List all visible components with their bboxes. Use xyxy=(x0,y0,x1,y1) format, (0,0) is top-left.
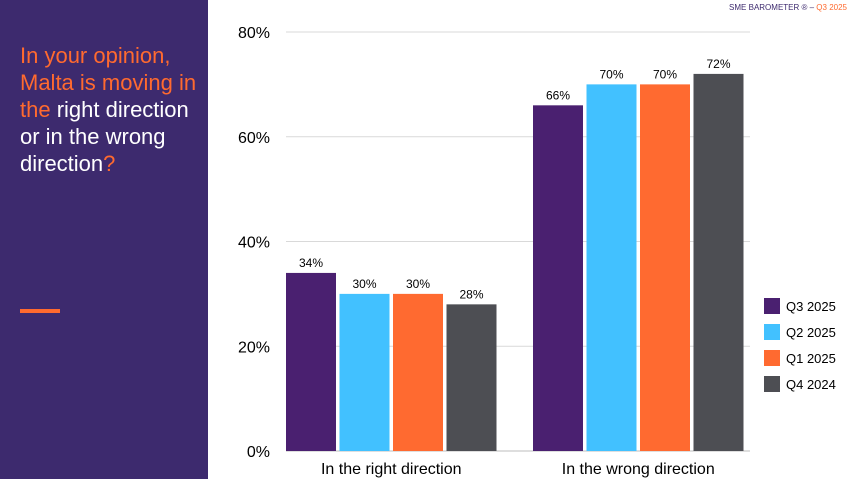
question-part-3: ? xyxy=(103,151,116,176)
legend-item: Q2 2025 xyxy=(764,324,836,340)
data-label: 70% xyxy=(599,67,623,81)
question-part-2: right direction or in the wrong directio… xyxy=(20,97,189,176)
data-label: 30% xyxy=(406,277,430,291)
question-text: In your opinion, Malta is moving in the … xyxy=(20,42,200,177)
legend-swatch xyxy=(764,298,780,314)
brand-label: SME BAROMETER ® – xyxy=(729,3,817,12)
brand-period: Q3 2025 xyxy=(816,3,847,12)
bar xyxy=(393,293,443,451)
data-label: 34% xyxy=(299,256,323,270)
y-tick-label: 0% xyxy=(247,444,270,461)
y-tick-label: 20% xyxy=(238,339,270,356)
question-part-1: In your opinion, Malta is moving in the xyxy=(20,43,197,122)
data-label: 30% xyxy=(352,277,376,291)
legend-item: Q4 2024 xyxy=(764,376,836,392)
bar xyxy=(286,272,336,451)
data-label: 28% xyxy=(459,287,483,301)
legend-label: Q3 2025 xyxy=(786,298,836,314)
x-category-label: In the wrong direction xyxy=(562,461,715,478)
legend-swatch xyxy=(764,324,780,340)
bar-chart: 0% 20% 40% 60% 80% 34% 30% 30% 28% In the right d… xyxy=(238,25,750,478)
bar xyxy=(339,293,390,451)
y-tick-label: 40% xyxy=(238,235,270,252)
legend-label: Q4 2024 xyxy=(786,376,836,392)
data-label: 66% xyxy=(546,88,570,102)
legend-swatch xyxy=(764,350,780,366)
legend-label: Q2 2025 xyxy=(786,324,836,340)
bar xyxy=(693,73,744,452)
legend-label: Q1 2025 xyxy=(786,350,836,366)
data-label: 70% xyxy=(653,67,677,81)
bar xyxy=(446,304,497,451)
brand-header: SME BAROMETER ® – Q3 2025 xyxy=(729,3,847,12)
accent-bar xyxy=(20,309,60,313)
y-tick-label: 60% xyxy=(238,130,270,147)
legend-item: Q3 2025 xyxy=(764,298,836,314)
data-label: 72% xyxy=(706,57,730,71)
y-tick-label: 80% xyxy=(238,25,270,42)
bar xyxy=(586,84,637,451)
sidebar-panel xyxy=(0,0,208,479)
bar xyxy=(640,84,690,451)
legend: Q3 2025 Q2 2025 Q1 2025 Q4 2024 xyxy=(764,298,836,402)
bar xyxy=(533,105,583,451)
x-category-label: In the right direction xyxy=(321,461,462,478)
legend-item: Q1 2025 xyxy=(764,350,836,366)
legend-swatch xyxy=(764,376,780,392)
